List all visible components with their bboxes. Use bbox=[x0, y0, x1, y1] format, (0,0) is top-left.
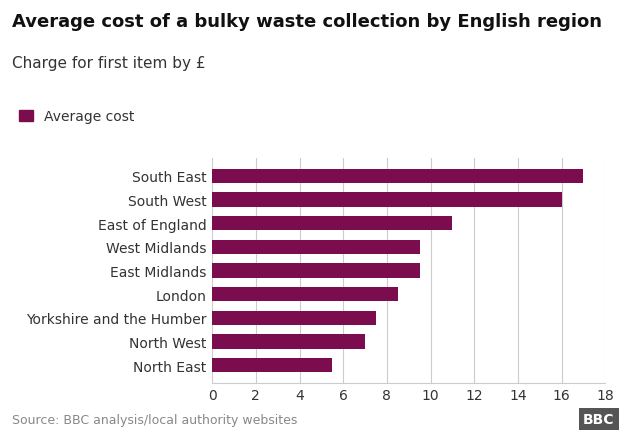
Legend: Average cost: Average cost bbox=[19, 110, 135, 124]
Bar bbox=[212, 335, 365, 349]
Bar bbox=[212, 169, 583, 184]
Bar bbox=[212, 311, 376, 325]
Text: Source: BBC analysis/local authority websites: Source: BBC analysis/local authority web… bbox=[12, 413, 298, 426]
Bar bbox=[212, 358, 332, 372]
Text: Charge for first item by £: Charge for first item by £ bbox=[12, 56, 206, 71]
Bar bbox=[212, 240, 419, 255]
Bar bbox=[212, 193, 562, 207]
Bar bbox=[212, 264, 419, 278]
Bar bbox=[212, 217, 452, 231]
Text: Average cost of a bulky waste collection by English region: Average cost of a bulky waste collection… bbox=[12, 13, 603, 31]
Text: BBC: BBC bbox=[583, 412, 615, 426]
Bar bbox=[212, 287, 398, 301]
